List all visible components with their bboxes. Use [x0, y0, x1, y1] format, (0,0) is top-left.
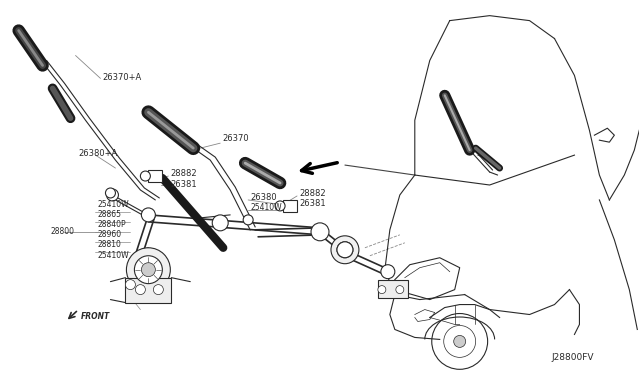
Text: 25410W: 25410W	[97, 201, 129, 209]
Circle shape	[243, 215, 253, 225]
Text: 28800: 28800	[51, 227, 75, 236]
Text: 28960: 28960	[97, 230, 122, 239]
Circle shape	[141, 208, 156, 222]
Text: 26381: 26381	[170, 180, 197, 189]
Circle shape	[381, 265, 395, 279]
Text: 28882: 28882	[299, 189, 326, 199]
Circle shape	[136, 285, 145, 295]
Circle shape	[140, 171, 150, 181]
Circle shape	[106, 189, 118, 201]
Circle shape	[212, 215, 228, 231]
Text: 28810: 28810	[97, 240, 122, 249]
Circle shape	[127, 248, 170, 292]
Bar	[378, 280, 408, 298]
Text: 26370+A: 26370+A	[102, 73, 141, 82]
Text: 26381: 26381	[299, 199, 326, 208]
Text: 28840P: 28840P	[97, 220, 126, 230]
Circle shape	[454, 336, 466, 347]
Circle shape	[134, 256, 163, 283]
Text: 26380+A: 26380+A	[79, 149, 118, 158]
Text: FRONT: FRONT	[81, 312, 110, 321]
Bar	[125, 278, 172, 302]
Text: 25410W: 25410W	[97, 251, 129, 260]
Circle shape	[396, 286, 404, 294]
Circle shape	[125, 280, 136, 290]
Text: 26370: 26370	[222, 134, 249, 143]
Bar	[283, 200, 297, 212]
Text: 25410W: 25410W	[250, 203, 282, 212]
Circle shape	[275, 201, 285, 211]
Circle shape	[311, 223, 329, 241]
Text: 28882: 28882	[170, 169, 197, 177]
Circle shape	[154, 285, 163, 295]
Circle shape	[378, 286, 386, 294]
Text: J28800FV: J28800FV	[552, 353, 595, 362]
Text: 28865: 28865	[97, 211, 122, 219]
Circle shape	[106, 188, 115, 198]
Circle shape	[337, 242, 353, 258]
Bar	[148, 170, 163, 182]
Text: 26380: 26380	[250, 193, 276, 202]
Circle shape	[331, 236, 359, 264]
Circle shape	[141, 263, 156, 277]
Circle shape	[337, 242, 353, 258]
